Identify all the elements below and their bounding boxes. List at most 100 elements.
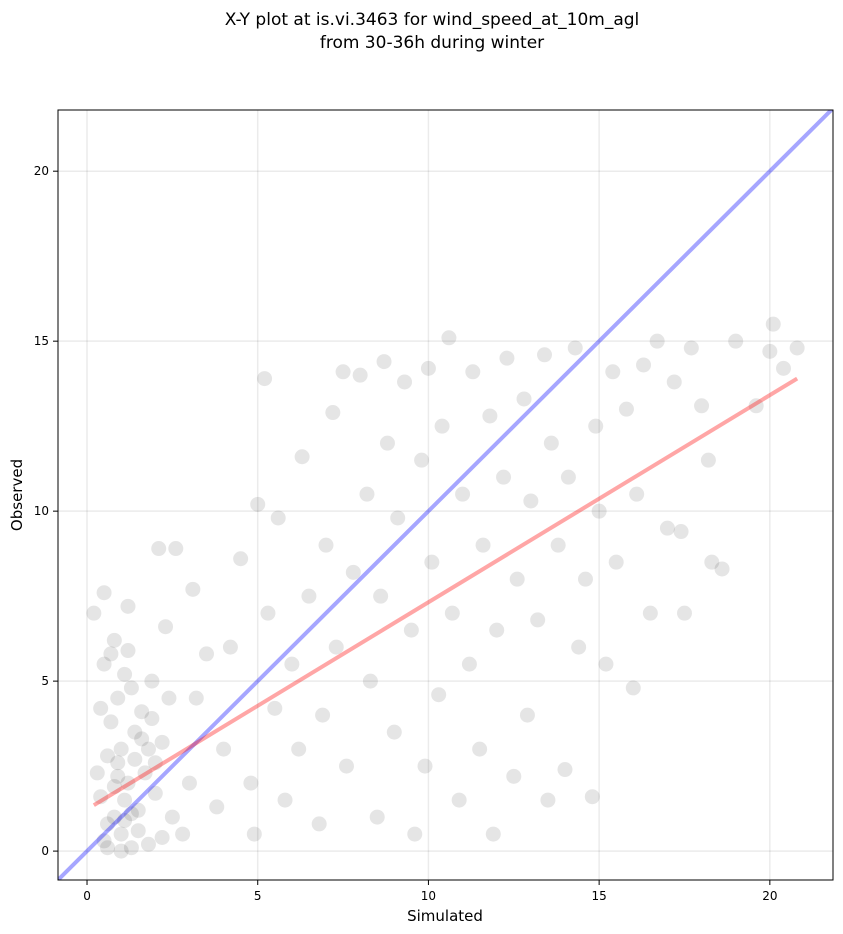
- point: [414, 452, 430, 468]
- point: [113, 826, 129, 842]
- point: [694, 398, 710, 414]
- point: [161, 690, 177, 706]
- point: [444, 605, 460, 621]
- point: [113, 741, 129, 757]
- point: [158, 619, 174, 635]
- point: [127, 724, 143, 740]
- point: [93, 789, 109, 805]
- point: [605, 364, 621, 380]
- point: [338, 758, 354, 774]
- point: [106, 809, 122, 825]
- point: [369, 809, 385, 825]
- point: [291, 741, 307, 757]
- point: [113, 843, 129, 859]
- x-tick-label: 15: [591, 889, 606, 903]
- point: [134, 704, 150, 720]
- point: [519, 707, 535, 723]
- point: [376, 354, 392, 370]
- point: [598, 656, 614, 672]
- point: [728, 333, 744, 349]
- point: [397, 374, 413, 390]
- point: [775, 360, 791, 376]
- point: [649, 333, 665, 349]
- point: [499, 350, 515, 366]
- point: [270, 510, 286, 526]
- point: [748, 398, 764, 414]
- point: [475, 537, 491, 553]
- point: [117, 813, 133, 829]
- point: [93, 700, 109, 716]
- point: [550, 537, 566, 553]
- point: [683, 340, 699, 356]
- point: [379, 435, 395, 451]
- x-tick-label: 10: [421, 889, 436, 903]
- y-axis-label: Observed: [8, 459, 26, 531]
- point: [496, 469, 512, 485]
- point: [403, 622, 419, 638]
- point: [434, 418, 450, 434]
- point: [199, 646, 215, 662]
- point: [455, 486, 471, 502]
- point: [509, 571, 525, 587]
- point: [591, 503, 607, 519]
- point: [540, 792, 556, 808]
- point: [134, 731, 150, 747]
- point: [120, 598, 136, 614]
- x-tick-label: 20: [762, 889, 777, 903]
- point: [127, 751, 143, 767]
- point: [130, 802, 146, 818]
- point: [100, 748, 116, 764]
- point: [714, 561, 730, 577]
- point: [386, 724, 402, 740]
- x-tick-label: 0: [83, 889, 91, 903]
- point: [625, 680, 641, 696]
- point: [140, 741, 156, 757]
- point: [110, 768, 126, 784]
- point: [543, 435, 559, 451]
- point: [765, 316, 781, 332]
- point: [431, 687, 447, 703]
- line: [92, 376, 799, 807]
- y-tick-label: 15: [34, 334, 49, 348]
- point: [345, 564, 361, 580]
- point: [373, 588, 389, 604]
- point: [762, 343, 778, 359]
- point: [325, 405, 341, 421]
- point: [110, 755, 126, 771]
- point: [530, 612, 546, 628]
- point: [318, 537, 334, 553]
- y-tick-label: 5: [41, 674, 49, 688]
- point: [618, 401, 634, 417]
- point: [106, 632, 122, 648]
- point: [577, 571, 593, 587]
- point: [489, 622, 505, 638]
- point: [216, 741, 232, 757]
- point: [123, 840, 139, 856]
- point: [96, 656, 112, 672]
- y-tick-label: 0: [41, 844, 49, 858]
- point: [96, 833, 112, 849]
- point: [120, 643, 136, 659]
- point: [164, 809, 180, 825]
- point: [567, 340, 583, 356]
- point: [465, 364, 481, 380]
- point: [407, 826, 423, 842]
- y-tick-label: 10: [34, 504, 49, 518]
- point: [516, 391, 532, 407]
- point: [390, 510, 406, 526]
- plot-frame: [57, 109, 834, 881]
- point: [103, 714, 119, 730]
- point: [704, 554, 720, 570]
- point: [257, 371, 273, 387]
- point: [117, 666, 133, 682]
- point: [362, 673, 378, 689]
- point: [123, 680, 139, 696]
- point: [147, 785, 163, 801]
- point: [168, 541, 184, 557]
- point: [328, 639, 344, 655]
- point: [482, 408, 498, 424]
- x-tick-label: 5: [254, 889, 262, 903]
- point: [243, 775, 259, 791]
- point: [424, 554, 440, 570]
